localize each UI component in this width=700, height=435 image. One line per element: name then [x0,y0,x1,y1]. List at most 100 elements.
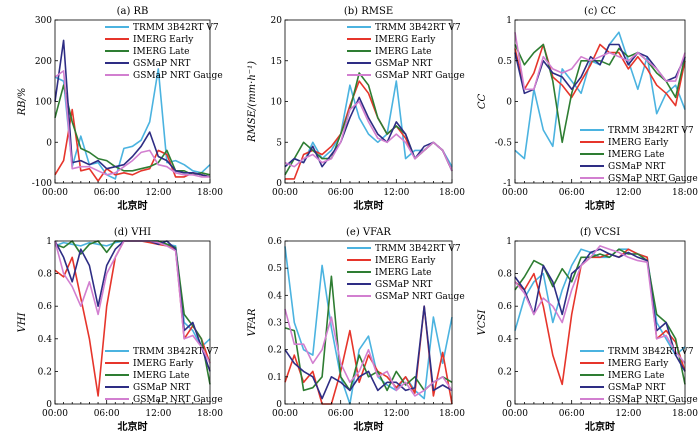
legend-label: TRMM 3B42RT V7 [375,244,461,254]
legend-label: IMERG Early [375,35,436,45]
legend-label: GSMaP NRT Gauge [375,71,465,81]
legend: TRMM 3B42RT V7 IMERG Early IMERG Late GSMaP… [580,347,698,405]
chart-panel: (d) VHI 0 0.2 0.4 0.6 0.8 1 00:00 06:00 12:00 18:0… [17,227,223,433]
panel-title: (b) RMSE [344,6,393,17]
legend-label: IMERG Late [608,371,664,381]
x-tick-label: 00:00 [502,188,528,198]
legend-label: GSMaP NRT Gauge [608,174,698,184]
x-axis-label: 北京时 [585,199,615,212]
x-tick-label: 06:00 [94,188,120,198]
x-tick-label: 18:00 [672,409,698,419]
legend-label: GSMaP NRT Gauge [133,395,223,405]
y-tick-label: -1 [503,179,512,189]
series-line [54,70,210,178]
legend-label: TRMM 3B42RT V7 [608,347,694,357]
legend: TRMM 3B42RT V7 IMERG Early IMERG Late GSMaP… [105,23,223,81]
x-tick-label: 18:00 [439,188,465,198]
legend: TRMM 3B42RT V7 IMERG Early IMERG Late GSMaP… [347,23,465,81]
y-tick-label: 10 [271,98,283,108]
legend-label: GSMaP NRT Gauge [608,395,698,405]
y-axis-label: VCSI [477,309,488,336]
panel-title: (a) RB [117,6,149,17]
y-tick-label: 0 [276,179,282,189]
y-tick-label: 0.8 [38,270,53,280]
x-axis-label: 北京时 [354,420,384,433]
y-tick-label: 0.2 [38,367,52,377]
chart-panel: (f) VCSI 0 0.2 0.4 0.6 0.8 1 00:00 06:00 12:00 18:… [477,227,698,433]
y-tick-label: 0.4 [268,291,283,301]
legend-label: IMERG Late [608,150,664,160]
legend-label: TRMM 3B42RT V7 [133,347,219,357]
series-line [514,43,686,144]
y-tick-label: 0.4 [498,335,513,345]
series-line [514,32,686,91]
panel-title: (e) VFAR [346,227,391,238]
legend-label: IMERG Late [133,371,189,381]
series-line [284,246,453,405]
y-tick-label: 15 [271,57,283,67]
legend-label: GSMaP NRT [375,280,432,290]
x-axis-label: 北京时 [118,199,148,212]
y-tick-label: 0.2 [498,367,512,377]
series-line [54,84,211,176]
x-tick-label: 06:00 [559,188,585,198]
series-line [285,80,453,180]
legend-label: IMERG Early [375,256,436,266]
y-tick-label: 0.6 [38,302,53,312]
x-axis-label: 北京时 [118,420,148,433]
y-tick-label: -100 [32,179,52,189]
legend-label: IMERG Early [133,35,194,45]
x-tick-label: 18:00 [197,188,223,198]
y-axis-label: CC [477,94,488,110]
x-tick-label: 00:00 [272,409,298,419]
y-tick-label: 5 [276,138,282,148]
legend-label: IMERG Early [608,138,669,148]
legend-label: TRMM 3B42RT V7 [375,23,461,33]
y-tick-label: 0 [506,400,512,410]
legend-label: TRMM 3B42RT V7 [133,23,219,33]
y-tick-label: 0.2 [268,346,282,356]
x-tick-label: 00:00 [42,188,68,198]
legend-label: GSMaP NRT [133,383,190,393]
y-tick-label: 0.6 [268,237,283,247]
series-line [284,308,453,397]
legend-label: IMERG Early [608,359,669,369]
x-tick-label: 00:00 [502,409,528,419]
y-axis-label: RMSE/(mm·h⁻¹) [247,61,258,143]
x-tick-label: 06:00 [94,409,120,419]
series-line [284,96,453,172]
chart-panel: (c) CC -1 -0.5 0 0.5 1 00:00 06:00 12:00 18:00 北京时… [477,6,698,212]
y-tick-label: 100 [35,98,52,108]
x-tick-label: 12:00 [383,409,409,419]
series-line [284,100,453,172]
x-tick-label: 18:00 [672,188,698,198]
x-axis-label: 北京时 [354,199,384,212]
chart-panel: (e) VFAR 0 0.1 0.2 0.3 0.4 0.5 0.6 00:00 06:00 12:… [247,227,465,433]
series-line [284,72,453,176]
x-tick-label: 12:00 [145,409,171,419]
series-line [514,245,686,364]
chart-panel: (a) RB -100 0 100 200 300 00:00 06:00 12:00 18:00… [17,6,223,212]
legend: TRMM 3B42RT V7 IMERG Early IMERG Late GSMaP… [580,126,698,184]
series-line [54,108,211,182]
x-tick-label: 06:00 [328,188,354,198]
y-tick-label: 0 [46,138,52,148]
legend-label: GSMaP NRT [133,59,190,69]
panel-title: (f) VCSI [580,227,620,238]
panel-title: (c) CC [584,6,616,17]
x-tick-label: 06:00 [328,409,354,419]
y-tick-label: 0.6 [498,302,513,312]
x-tick-label: 12:00 [615,409,641,419]
y-tick-label: 0.5 [498,57,513,67]
y-tick-label: 1 [506,16,512,26]
legend: TRMM 3B42RT V7 IMERG Early IMERG Late GSMaP… [347,244,465,302]
y-tick-label: 0 [276,400,282,410]
y-tick-label: 300 [35,16,52,26]
legend-label: TRMM 3B42RT V7 [608,126,694,136]
x-tick-label: 00:00 [42,409,68,419]
legend-label: IMERG Late [133,47,189,57]
legend-label: IMERG Early [133,359,194,369]
y-tick-label: 1 [506,237,512,247]
chart-panel: (b) RMSE 0 5 10 15 20 00:00 06:00 12:00 18:00 北京时 R… [247,6,465,212]
